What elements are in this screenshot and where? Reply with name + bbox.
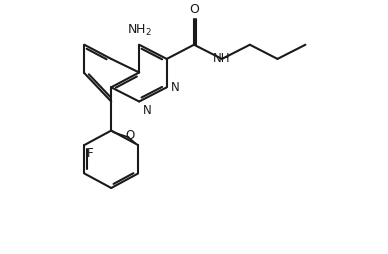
Text: N: N: [171, 81, 180, 94]
Text: O: O: [125, 129, 134, 142]
Text: N: N: [143, 104, 152, 117]
Text: F: F: [87, 147, 94, 160]
Text: O: O: [189, 3, 199, 16]
Text: NH$_2$: NH$_2$: [126, 23, 152, 38]
Text: NH: NH: [213, 52, 231, 66]
